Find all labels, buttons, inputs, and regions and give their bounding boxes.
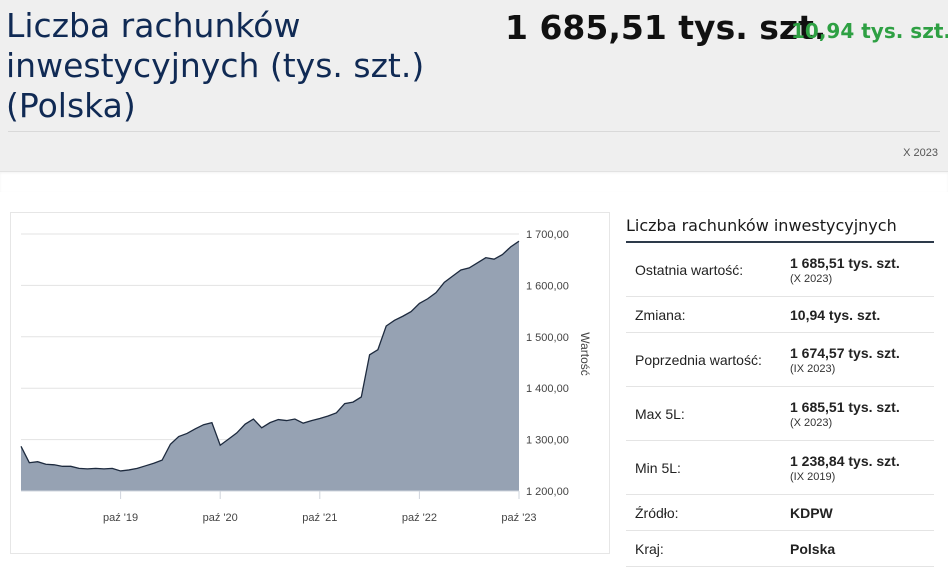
period-label: X 2023 xyxy=(903,147,938,159)
row-value: 1 674,57 tys. szt. xyxy=(790,344,900,361)
chart-panel: 1 200,00 1 300,00 1 400,00 1 500,00 1 600,00… xyxy=(10,212,610,554)
info-table-panel: Liczba rachunków inwestycyjnych Ostatnia… xyxy=(626,212,934,567)
row-max-5y: Max 5L: 1 685,51 tys. szt. (X 2023) xyxy=(626,386,934,441)
y-tick-label: 1 200,00 xyxy=(526,486,569,498)
x-tick-label: paź '19 xyxy=(103,512,138,524)
row-value-cell: 1 685,51 tys. szt. (X 2023) xyxy=(778,243,934,297)
row-label: Min 5L: xyxy=(626,440,778,495)
row-value-cell: 1 238,84 tys. szt. (IX 2019) xyxy=(778,440,934,495)
row-source: Źródło: KDPW xyxy=(626,494,934,531)
row-value: 1 238,84 tys. szt. xyxy=(790,452,900,469)
row-value-cell: 1 685,51 tys. szt. (X 2023) xyxy=(778,386,934,441)
y-tick-label: 1 300,00 xyxy=(526,435,569,447)
row-label: Ostatnia wartość: xyxy=(626,243,778,297)
row-label: Źródło: xyxy=(626,494,778,531)
axes: 1 200,00 1 300,00 1 400,00 1 500,00 1 600,00… xyxy=(21,229,569,524)
row-value: 1 685,51 tys. szt. xyxy=(790,254,900,271)
row-min-5y: Min 5L: 1 238,84 tys. szt. (IX 2019) xyxy=(626,440,934,495)
row-date: (X 2023) xyxy=(790,416,833,429)
row-change: Zmiana: 10,94 tys. szt. xyxy=(626,296,934,333)
y-tick-label: 1 400,00 xyxy=(526,383,569,395)
info-table-title: Liczba rachunków inwestycyjnych xyxy=(626,212,934,243)
row-value-cell: KDPW xyxy=(778,494,934,531)
x-tick-label: paź '21 xyxy=(302,512,337,524)
row-label: Zmiana: xyxy=(626,296,778,333)
row-date: (IX 2023) xyxy=(790,362,836,375)
row-value: 1 685,51 tys. szt. xyxy=(790,398,900,415)
row-label: Max 5L: xyxy=(626,386,778,441)
row-date: (IX 2019) xyxy=(790,470,836,483)
y-axis-title: Wartość xyxy=(578,332,592,376)
y-tick-label: 1 600,00 xyxy=(526,280,569,292)
change-value: 10,94 tys. szt. xyxy=(791,19,948,43)
row-previous-value: Poprzednia wartość: 1 674,57 tys. szt. (… xyxy=(626,332,934,387)
row-label: Poprzednia wartość: xyxy=(626,332,778,387)
area-series-line xyxy=(20,240,520,472)
header-divider xyxy=(8,131,940,132)
row-last-value: Ostatnia wartość: 1 685,51 tys. szt. (X … xyxy=(626,243,934,297)
row-value: KDPW xyxy=(790,504,833,521)
x-tick-label: paź '20 xyxy=(203,512,238,524)
row-value-cell: 1 674,57 tys. szt. (IX 2023) xyxy=(778,332,934,387)
row-date: (X 2023) xyxy=(790,272,833,285)
x-tick-label: paź '23 xyxy=(501,512,536,524)
y-tick-label: 1 700,00 xyxy=(526,229,569,241)
header-panel: Liczba rachunków inwestycyjnych (tys. sz… xyxy=(0,0,948,171)
info-table: Ostatnia wartość: 1 685,51 tys. szt. (X … xyxy=(626,243,934,567)
x-tick-label: paź '22 xyxy=(402,512,437,524)
area-chart[interactable]: 1 200,00 1 300,00 1 400,00 1 500,00 1 600,00… xyxy=(11,213,609,553)
row-value-cell: 10,94 tys. szt. xyxy=(778,296,934,333)
y-tick-label: 1 500,00 xyxy=(526,332,569,344)
page-title: Liczba rachunków inwestycyjnych (tys. sz… xyxy=(6,6,425,125)
area-series[interactable] xyxy=(21,241,519,491)
current-value: 1 685,51 tys. szt. xyxy=(505,8,827,47)
section-separator xyxy=(0,171,948,192)
row-value: 10,94 tys. szt. xyxy=(790,306,881,323)
